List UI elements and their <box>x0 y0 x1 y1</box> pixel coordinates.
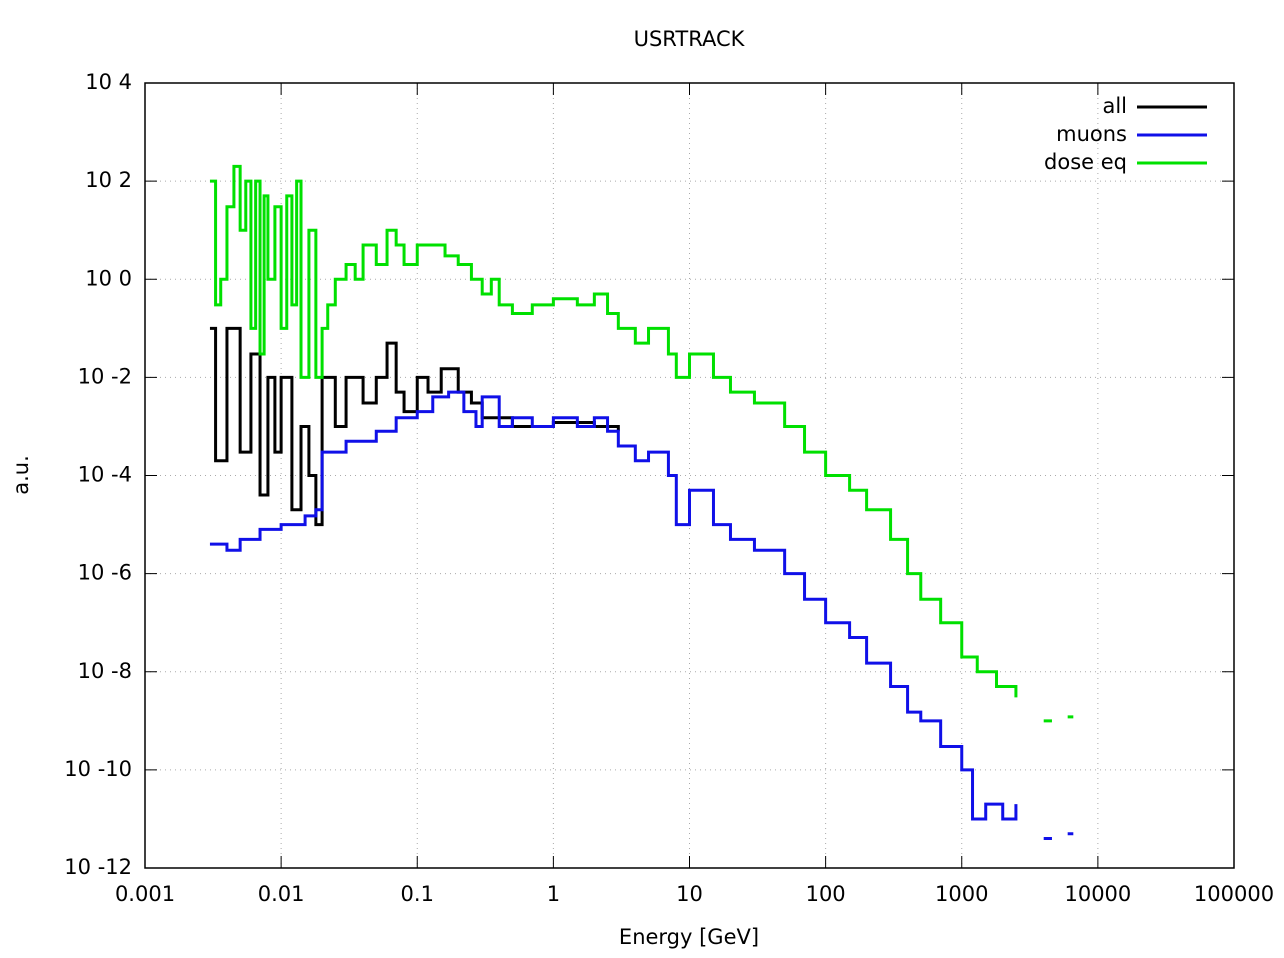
x-axis-label: Energy [GeV] <box>619 925 759 949</box>
y-tick-label: 10 0 <box>85 266 132 290</box>
legend-label: all <box>1102 94 1127 118</box>
y-tick-label: 10 -6 <box>78 561 132 585</box>
series-line <box>209 390 1074 840</box>
y-tick-label: 10 -10 <box>64 757 132 781</box>
y-tick-label: 10 2 <box>85 168 132 192</box>
x-tick-label: 1 <box>547 882 560 906</box>
x-tick-label: 0.1 <box>401 882 434 906</box>
y-tick-label: 10 4 <box>85 70 132 94</box>
x-tick-label: 1000 <box>935 882 988 906</box>
x-tick-label: 100000 <box>1194 882 1274 906</box>
x-tick-label: 100 <box>806 882 846 906</box>
y-axis-label: a.u. <box>9 455 33 495</box>
chart-title: USRTRACK <box>634 27 746 51</box>
series-line <box>209 326 620 527</box>
legend-label: muons <box>1056 122 1127 146</box>
y-tick-label: 10 -8 <box>78 659 132 683</box>
plot-frame <box>144 82 1235 869</box>
x-tick-label: 10 <box>676 882 703 906</box>
x-tick-label: 0.001 <box>115 882 175 906</box>
legend-label: dose eq <box>1044 150 1127 174</box>
series-line <box>209 164 1074 723</box>
x-tick-label: 10000 <box>1064 882 1131 906</box>
x-tick-label: 0.01 <box>258 882 305 906</box>
y-tick-label: 10 -12 <box>64 855 132 879</box>
y-tick-label: 10 -4 <box>78 463 132 487</box>
y-tick-label: 10 -2 <box>78 364 132 388</box>
